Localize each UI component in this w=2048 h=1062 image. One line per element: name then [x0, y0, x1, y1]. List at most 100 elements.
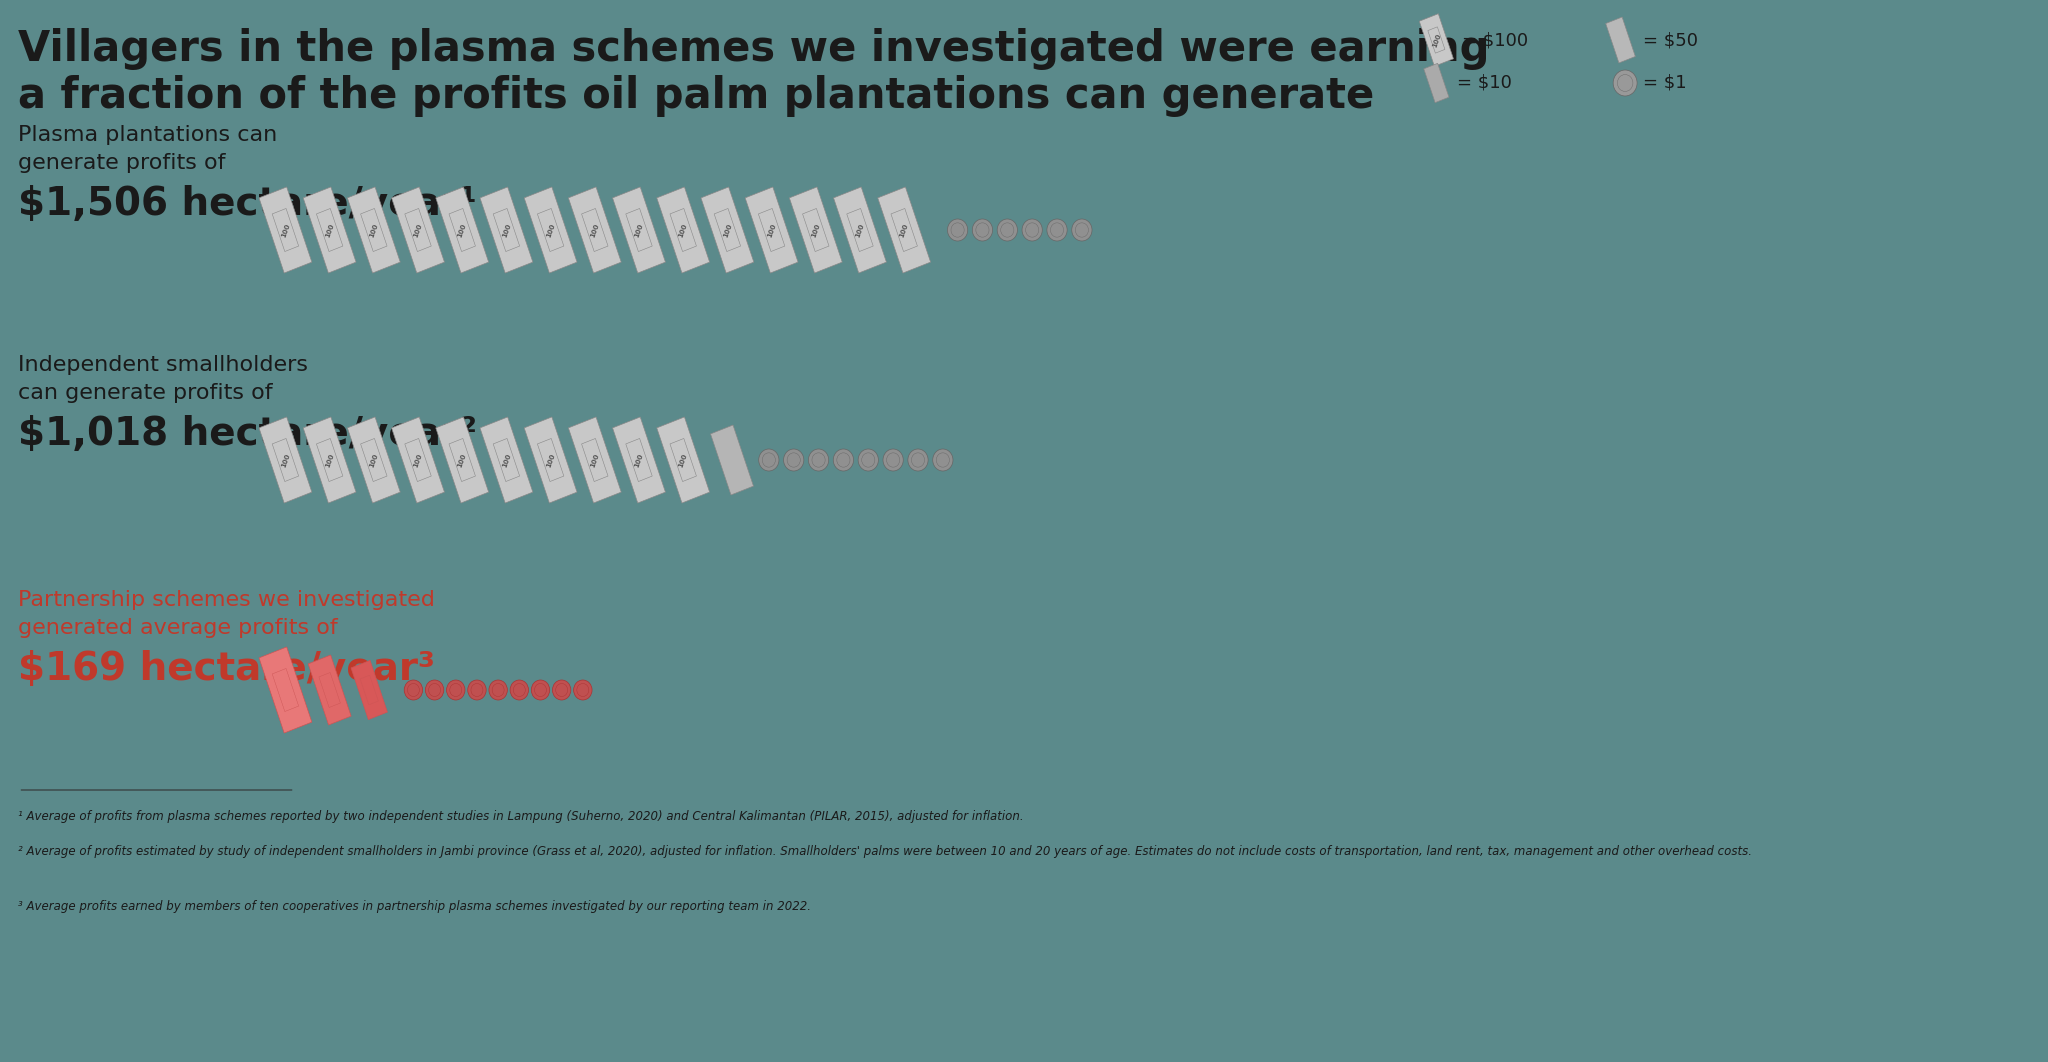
Text: 100: 100 [369, 222, 379, 238]
Polygon shape [391, 417, 444, 503]
Text: Partnership schemes we investigated: Partnership schemes we investigated [18, 590, 436, 610]
Polygon shape [711, 425, 754, 495]
Text: Plasma plantations can: Plasma plantations can [18, 125, 279, 145]
Circle shape [403, 680, 422, 700]
Polygon shape [479, 417, 532, 503]
Circle shape [932, 449, 952, 472]
Circle shape [758, 449, 778, 472]
Circle shape [489, 680, 508, 700]
Circle shape [883, 449, 903, 472]
Polygon shape [303, 417, 356, 503]
Circle shape [907, 449, 928, 472]
Text: can generate profits of: can generate profits of [18, 383, 272, 402]
Text: $169 hectare/year³: $169 hectare/year³ [18, 650, 436, 688]
Polygon shape [350, 661, 387, 720]
Text: Villagers in the plasma schemes we investigated were earning: Villagers in the plasma schemes we inves… [18, 28, 1489, 70]
Text: 100: 100 [811, 222, 821, 238]
Polygon shape [657, 187, 711, 273]
Text: 100: 100 [281, 452, 291, 468]
Polygon shape [1606, 17, 1636, 63]
Text: 100: 100 [324, 452, 336, 468]
Text: 100: 100 [457, 452, 467, 468]
Text: 100: 100 [457, 222, 467, 238]
Text: 100: 100 [854, 222, 866, 238]
Text: = $50: = $50 [1642, 31, 1698, 49]
Text: 100: 100 [678, 452, 688, 468]
Polygon shape [834, 187, 887, 273]
Text: 100: 100 [766, 222, 776, 238]
Polygon shape [700, 187, 754, 273]
Text: ¹ Average of profits from plasma schemes reported by two independent studies in : ¹ Average of profits from plasma schemes… [18, 810, 1024, 823]
Polygon shape [258, 187, 311, 273]
Circle shape [426, 680, 444, 700]
Circle shape [784, 449, 803, 472]
Polygon shape [788, 187, 842, 273]
Circle shape [809, 449, 829, 472]
Text: 100: 100 [324, 222, 336, 238]
Circle shape [553, 680, 571, 700]
Circle shape [858, 449, 879, 472]
Polygon shape [303, 187, 356, 273]
Text: ³ Average profits earned by members of ten cooperatives in partnership plasma sc: ³ Average profits earned by members of t… [18, 900, 811, 913]
Polygon shape [348, 187, 399, 273]
Polygon shape [436, 417, 489, 503]
Circle shape [467, 680, 485, 700]
Polygon shape [569, 417, 621, 503]
Polygon shape [612, 187, 666, 273]
Circle shape [530, 680, 549, 700]
Text: 100: 100 [281, 222, 291, 238]
Text: 100: 100 [414, 452, 424, 468]
Circle shape [1022, 219, 1042, 241]
Circle shape [446, 680, 465, 700]
Polygon shape [436, 187, 489, 273]
Text: = $100: = $100 [1462, 31, 1528, 49]
Text: = $10: = $10 [1456, 74, 1511, 92]
Text: generate profits of: generate profits of [18, 153, 225, 173]
Text: 100: 100 [590, 452, 600, 468]
Circle shape [573, 680, 592, 700]
Text: ² Average of profits estimated by study of independent smallholders in Jambi pro: ² Average of profits estimated by study … [18, 845, 1753, 858]
Circle shape [1614, 70, 1636, 96]
Polygon shape [745, 187, 799, 273]
Text: 100: 100 [590, 222, 600, 238]
Polygon shape [879, 187, 930, 273]
Polygon shape [307, 655, 350, 725]
Polygon shape [612, 417, 666, 503]
Text: = $1: = $1 [1642, 74, 1686, 92]
Polygon shape [391, 187, 444, 273]
Circle shape [948, 219, 969, 241]
Polygon shape [479, 187, 532, 273]
Circle shape [973, 219, 993, 241]
Circle shape [1071, 219, 1092, 241]
Text: 100: 100 [899, 222, 909, 238]
Text: 100: 100 [545, 452, 555, 468]
Polygon shape [258, 647, 311, 733]
Polygon shape [1419, 14, 1454, 66]
Polygon shape [569, 187, 621, 273]
Text: $1,506 hectare/year¹: $1,506 hectare/year¹ [18, 185, 477, 223]
Polygon shape [348, 417, 399, 503]
Text: 100: 100 [1432, 32, 1442, 48]
Text: 100: 100 [678, 222, 688, 238]
Text: generated average profits of: generated average profits of [18, 618, 338, 638]
Text: 100: 100 [369, 452, 379, 468]
Text: 100: 100 [502, 452, 512, 468]
Circle shape [997, 219, 1018, 241]
Circle shape [1047, 219, 1067, 241]
Polygon shape [258, 417, 311, 503]
Text: 100: 100 [723, 222, 733, 238]
Text: 100: 100 [633, 452, 645, 468]
Text: 100: 100 [414, 222, 424, 238]
Text: 100: 100 [633, 222, 645, 238]
Text: 100: 100 [502, 222, 512, 238]
Text: $1,018 hectare/year²: $1,018 hectare/year² [18, 415, 477, 453]
Text: a fraction of the profits oil palm plantations can generate: a fraction of the profits oil palm plant… [18, 75, 1374, 117]
Text: 100: 100 [545, 222, 555, 238]
Circle shape [834, 449, 854, 472]
Text: Independent smallholders: Independent smallholders [18, 355, 309, 375]
Polygon shape [657, 417, 711, 503]
Polygon shape [1423, 64, 1450, 103]
Polygon shape [524, 417, 578, 503]
Polygon shape [524, 187, 578, 273]
Circle shape [510, 680, 528, 700]
